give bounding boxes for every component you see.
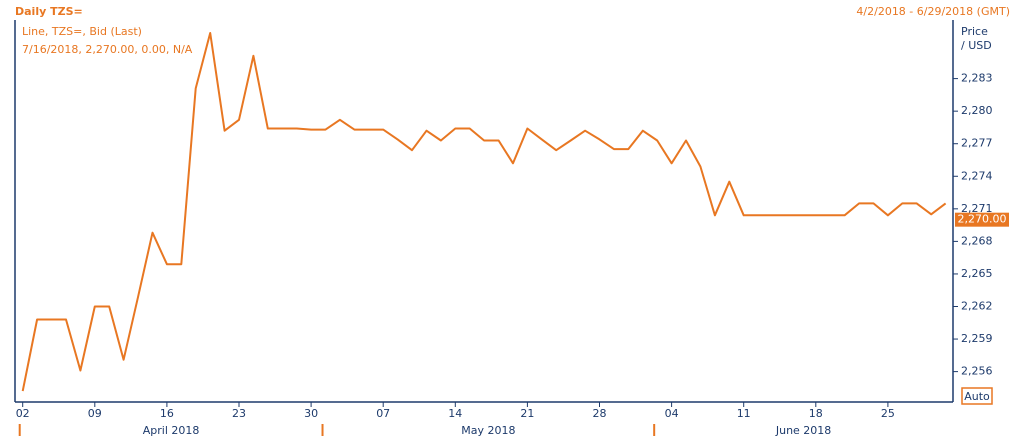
current-price-label: 2,270.00 xyxy=(958,213,1007,226)
x-tick-label: 14 xyxy=(448,407,462,420)
month-label: May 2018 xyxy=(461,424,515,437)
scale-mode[interactable]: Auto xyxy=(964,390,990,403)
x-tick-label: 02 xyxy=(16,407,30,420)
y-tick-label: 2,265 xyxy=(961,267,993,280)
y-tick-label: 2,262 xyxy=(961,300,993,313)
price-line xyxy=(21,32,947,392)
x-tick-label: 23 xyxy=(232,407,246,420)
scale-mode-button[interactable] xyxy=(961,387,993,405)
y-tick-label: 2,271 xyxy=(961,202,993,215)
x-tick-label: 07 xyxy=(376,407,390,420)
y-tick-label: 2,268 xyxy=(961,234,993,247)
y-tick-label: 2,277 xyxy=(961,137,993,150)
current-price-box xyxy=(955,212,1009,227)
y-tick-label: 2,259 xyxy=(961,332,993,345)
x-tick-label: 28 xyxy=(593,407,607,420)
x-tick-label: 18 xyxy=(809,407,823,420)
month-label: April 2018 xyxy=(143,424,200,437)
month-label: June 2018 xyxy=(775,424,831,437)
x-tick-label: 25 xyxy=(881,407,895,420)
y-axis-label: Price xyxy=(961,25,988,38)
series-description: Line, TZS=, Bid (Last) xyxy=(22,25,142,38)
chart-title: Daily TZS= xyxy=(15,5,83,18)
x-tick-label: 21 xyxy=(520,407,534,420)
y-tick-label: 2,283 xyxy=(961,72,993,85)
date-range: 4/2/2018 - 6/29/2018 (GMT) xyxy=(856,5,1010,18)
y-tick-label: 2,274 xyxy=(961,169,993,182)
x-tick-label: 09 xyxy=(88,407,102,420)
last-quote: 7/16/2018, 2,270.00, 0.00, N/A xyxy=(22,43,193,56)
x-tick-label: 30 xyxy=(304,407,318,420)
y-tick-label: 2,256 xyxy=(961,365,993,378)
x-tick-label: 04 xyxy=(665,407,679,420)
y-tick-label: 2,280 xyxy=(961,104,993,117)
x-tick-label: 11 xyxy=(737,407,751,420)
y-axis-label: / USD xyxy=(961,39,992,52)
x-tick-label: 16 xyxy=(160,407,174,420)
